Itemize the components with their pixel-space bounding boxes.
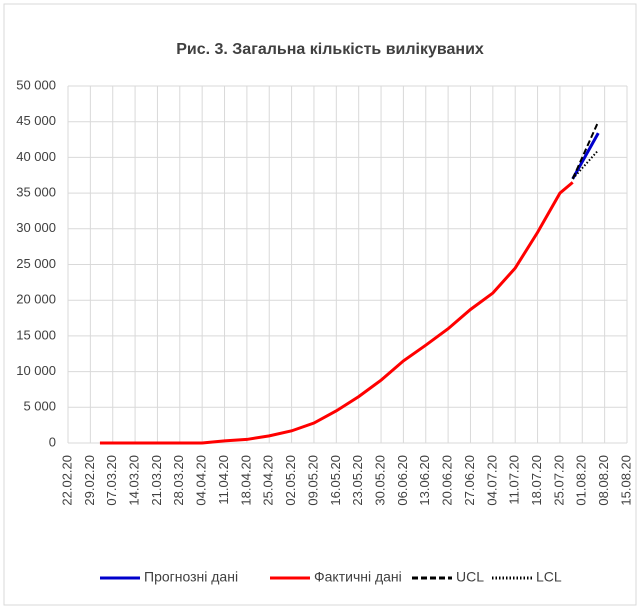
- x-tick-label: 13.06.20: [417, 455, 432, 506]
- x-tick-label: 09.05.20: [305, 455, 320, 506]
- y-tick-label: 35 000: [16, 185, 56, 200]
- x-tick-label: 11.07.20: [507, 455, 522, 505]
- y-tick-label: 0: [49, 434, 56, 449]
- x-tick-label: 08.08.20: [596, 455, 611, 506]
- x-tick-label: 23.05.20: [350, 455, 365, 506]
- y-tick-label: 15 000: [16, 327, 56, 342]
- y-tick-label: 25 000: [16, 256, 56, 271]
- y-tick-label: 50 000: [16, 77, 56, 92]
- x-tick-label: 02.05.20: [283, 455, 298, 506]
- x-tick-label: 28.03.20: [171, 455, 186, 506]
- x-tick-label: 04.04.20: [194, 455, 209, 506]
- y-tick-label: 40 000: [16, 149, 56, 164]
- legend-label: Фактичні дані: [314, 569, 402, 585]
- chart-border: [3, 3, 637, 606]
- x-tick-label: 21.03.20: [149, 455, 164, 506]
- chart-title: Рис. 3. Загальна кількість вилікуваних: [176, 41, 484, 58]
- x-tick-label: 22.02.20: [59, 455, 74, 506]
- x-tick-label: 25.04.20: [261, 455, 276, 506]
- x-tick-label: 18.07.20: [529, 455, 544, 506]
- x-tick-label: 16.05.20: [328, 455, 343, 506]
- x-tick-label: 11.04.20: [216, 455, 231, 505]
- x-tick-label: 01.08.20: [574, 455, 589, 506]
- x-tick-label: 29.02.20: [82, 455, 97, 506]
- legend-label: LCL: [536, 569, 562, 585]
- legend-label: Прогнозні дані: [144, 569, 238, 585]
- y-tick-label: 5 000: [23, 399, 56, 414]
- y-tick-label: 10 000: [16, 363, 56, 378]
- y-tick-label: 20 000: [16, 292, 56, 307]
- x-tick-label: 20.06.20: [440, 455, 455, 506]
- y-tick-label: 45 000: [16, 113, 56, 128]
- x-tick-label: 07.03.20: [104, 455, 119, 506]
- series-line: [571, 132, 600, 180]
- series-line: [571, 149, 599, 180]
- series-line: [99, 181, 574, 445]
- x-tick-label: 04.07.20: [484, 455, 499, 506]
- x-tick-label: 18.04.20: [238, 455, 253, 506]
- legend-label: UCL: [456, 569, 484, 585]
- x-tick-label: 25.07.20: [551, 455, 566, 506]
- x-tick-label: 27.06.20: [462, 455, 477, 506]
- x-tick-label: 15.08.20: [618, 455, 633, 506]
- x-tick-label: 06.06.20: [395, 455, 410, 506]
- x-tick-label: 14.03.20: [127, 455, 142, 506]
- y-tick-label: 30 000: [16, 220, 56, 235]
- x-tick-label: 30.05.20: [372, 455, 387, 506]
- series-line: [571, 121, 600, 180]
